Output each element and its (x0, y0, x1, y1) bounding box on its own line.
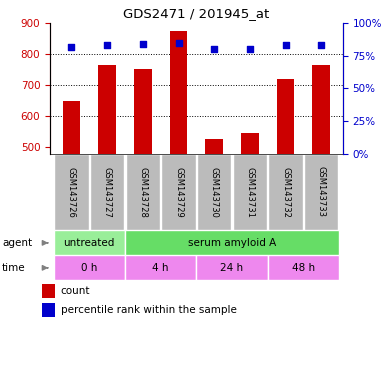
Title: GDS2471 / 201945_at: GDS2471 / 201945_at (123, 7, 270, 20)
Bar (42, 284, 55, 298)
Bar (54, 255, 125, 280)
Text: 48 h: 48 h (292, 263, 315, 273)
Bar (54, 230, 125, 255)
Point (211, 46, 217, 52)
Bar (304, 154, 338, 230)
Bar (196, 255, 268, 280)
Bar (268, 255, 339, 280)
Bar (169, 31, 187, 154)
Text: untreated: untreated (64, 238, 115, 248)
Point (104, 42, 110, 48)
Bar (241, 133, 259, 154)
Bar (54, 154, 89, 230)
Bar (268, 154, 303, 230)
Bar (126, 154, 160, 230)
Bar (90, 154, 124, 230)
Text: percentile rank within the sample: percentile rank within the sample (61, 305, 237, 315)
Bar (125, 255, 196, 280)
Bar (233, 154, 267, 230)
Text: GSM143727: GSM143727 (103, 167, 112, 217)
Bar (277, 79, 295, 154)
Bar (98, 65, 116, 154)
Text: 24 h: 24 h (221, 263, 244, 273)
Text: 0 h: 0 h (81, 263, 97, 273)
Text: GSM143733: GSM143733 (317, 167, 326, 217)
Point (140, 41, 146, 47)
Text: GSM143730: GSM143730 (210, 167, 219, 217)
Text: GSM143726: GSM143726 (67, 167, 76, 217)
Text: GSM143728: GSM143728 (138, 167, 147, 217)
Text: 4 h: 4 h (152, 263, 169, 273)
Text: count: count (61, 286, 90, 296)
Bar (125, 230, 339, 255)
Point (247, 46, 253, 52)
Bar (161, 154, 196, 230)
Bar (134, 69, 152, 154)
Text: GSM143732: GSM143732 (281, 167, 290, 217)
Point (69, 43, 75, 50)
Point (176, 40, 182, 46)
Text: GSM143731: GSM143731 (245, 167, 254, 217)
Point (283, 42, 289, 48)
Bar (312, 65, 330, 154)
Text: time: time (2, 263, 25, 273)
Text: GSM143729: GSM143729 (174, 167, 183, 217)
Point (318, 42, 324, 48)
Bar (62, 101, 80, 154)
Bar (42, 303, 55, 317)
Bar (197, 154, 231, 230)
Text: agent: agent (2, 238, 32, 248)
Bar (205, 139, 223, 154)
Text: serum amyloid A: serum amyloid A (188, 238, 276, 248)
